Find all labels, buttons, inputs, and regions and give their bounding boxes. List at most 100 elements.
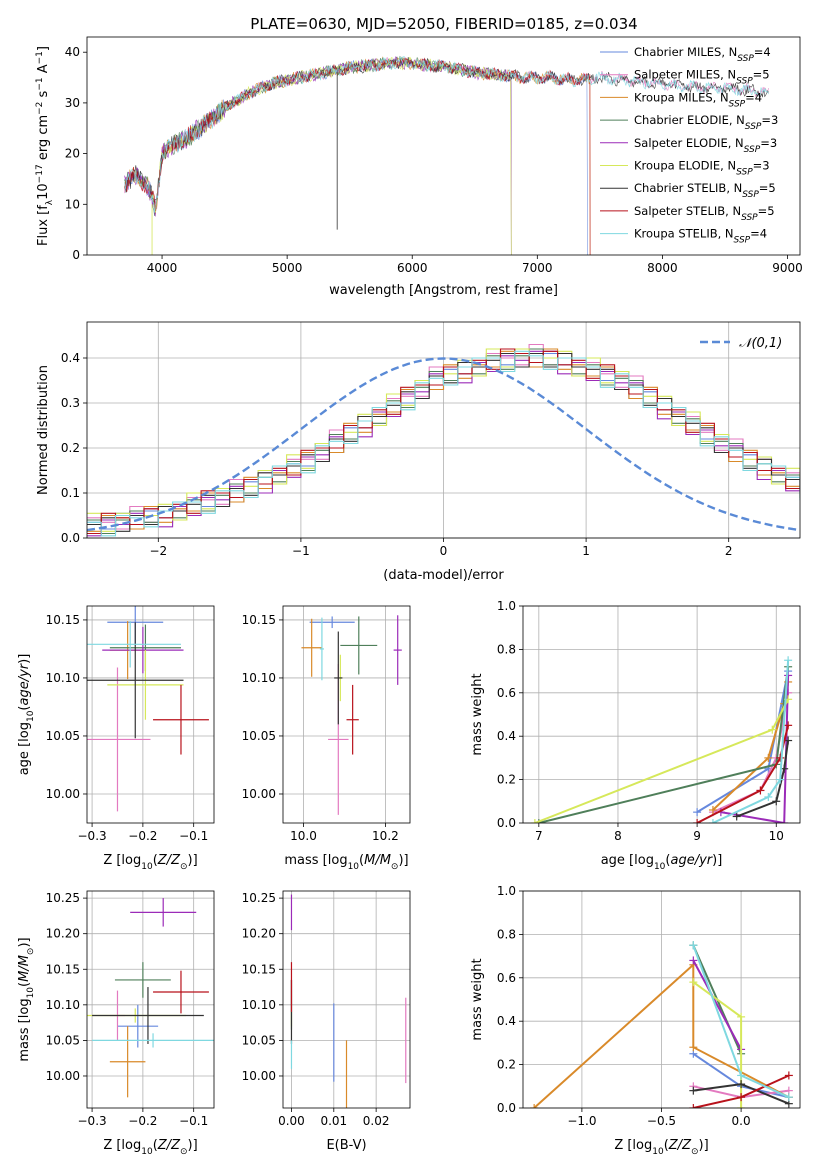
axes-frame	[522, 890, 801, 1109]
x-tick-label: 4000	[147, 261, 178, 275]
y-tick-label: 0.4	[61, 351, 80, 365]
label-part: Chabrier STELIB, N	[634, 181, 742, 195]
x-tick-label: −2	[149, 544, 167, 558]
axes: −0.3 −0.2 −0.1 10.00 10.05 10.10 10.15	[46, 605, 215, 843]
x-axis-label: age [log10(age/yr)]	[601, 853, 723, 872]
label-part: ⊙	[691, 1147, 699, 1157]
x-tick-label: 2	[725, 544, 733, 558]
x-tick-label: 0.02	[363, 1114, 390, 1128]
x-tick-label: 0.01	[320, 1114, 347, 1128]
axes: 4000 5000 6000 7000 8000 9000 0 10 20 30 40	[65, 36, 803, 275]
y-tick-label: 10.05	[46, 729, 80, 743]
grid	[87, 606, 214, 823]
weight-line	[720, 675, 790, 823]
spectrum-line	[149, 56, 512, 255]
spectrum-line	[124, 56, 512, 255]
label-part: −17	[35, 164, 45, 183]
x-axis-label: Z [log10(Z/Z⊙)]	[103, 1138, 197, 1157]
weight-line	[712, 660, 790, 823]
x-tick-label: −0.1	[179, 829, 208, 843]
x-tick-label: 8000	[647, 261, 678, 275]
label-part: =3	[761, 113, 778, 127]
x-tick-label: −0.1	[179, 1114, 208, 1128]
label-part: SSP	[729, 99, 746, 109]
label-part: SSP	[736, 168, 753, 178]
label-part: =4	[750, 227, 767, 241]
y-tick-label: 10.00	[46, 787, 80, 801]
label-part: (	[359, 853, 364, 868]
label-part: Z [log	[614, 1138, 652, 1153]
spectrum-line	[124, 57, 591, 255]
x-tick-label: 0	[440, 544, 448, 558]
y-tick-label: 0.0	[61, 531, 80, 545]
label-part: erg cm	[36, 115, 51, 164]
y-axis-label: Normed distribution	[36, 365, 51, 495]
y-axis-label: mass weight	[470, 958, 485, 1040]
label-part: 10	[141, 1147, 153, 1157]
label-part: )]	[17, 937, 32, 947]
label-part: SSP	[742, 190, 759, 200]
label-part: age [log	[17, 722, 32, 775]
axes: −1.0 −0.5 0.0 0.0 0.2 0.4 0.6 0.8 1.0	[497, 884, 801, 1128]
plot-area	[530, 941, 793, 1108]
weight-line	[692, 959, 742, 1050]
label-part: =4	[745, 90, 762, 104]
label-part: s	[36, 90, 51, 101]
axes-frame	[282, 605, 411, 824]
y-tick-label: 20	[65, 147, 80, 161]
weight-line	[712, 692, 790, 814]
label-part: age [log	[601, 853, 654, 868]
label-part: =5	[753, 68, 770, 82]
axes-frame	[522, 605, 801, 824]
label-part: SSP	[736, 77, 753, 87]
y-tick-label: 0.2	[497, 1058, 516, 1072]
label-part: )]	[712, 853, 722, 868]
x-tick-label: −0.2	[128, 829, 157, 843]
y-tick-label: 10.05	[242, 729, 276, 743]
y-tick-label: 0.6	[497, 971, 516, 985]
label-part: A	[36, 64, 51, 77]
spectrum-line	[124, 56, 769, 213]
label-part: Salpeter STELIB, N	[634, 204, 741, 218]
x-tick-label: −0.5	[647, 1114, 676, 1128]
label-part: Kroupa STELIB, N	[634, 227, 734, 241]
y-tick-label: 0.8	[497, 642, 516, 656]
y-tick-label: 10.25	[46, 891, 80, 905]
label-part: (	[17, 982, 32, 987]
x-tick-label: 0.0	[732, 1114, 751, 1128]
x-axis-label: E(B-V)	[326, 1138, 366, 1153]
label-part: age/yr	[17, 662, 32, 705]
y-tick-label: 1.0	[497, 884, 516, 898]
normal-curve	[87, 357, 800, 532]
label-part: SSP	[741, 213, 758, 223]
legend-label: Chabrier ELODIE, NSSP=3	[634, 113, 778, 132]
label-part: ]	[36, 46, 51, 51]
y-axis-label: mass [log10(M/M⊙)]	[17, 937, 36, 1061]
x-tick-label: 6000	[397, 261, 428, 275]
y-tick-label: 0.4	[497, 1014, 516, 1028]
x-tick-label: −1.0	[567, 1114, 596, 1128]
label-part: Salpeter ELODIE, N	[634, 136, 744, 150]
plot-area	[290, 894, 407, 1108]
plot-area	[530, 656, 793, 823]
label-part: Chabrier MILES, N	[634, 45, 737, 59]
label-part: SSP	[744, 145, 761, 155]
axes: 7 8 9 10 0.0 0.2 0.4 0.6 0.8 1.0	[497, 599, 801, 843]
y-tick-label: 0.3	[61, 396, 80, 410]
y-tick-label: 10.25	[242, 891, 276, 905]
x-axis-label: (data-model)/error	[383, 568, 504, 583]
y-tick-label: 10.00	[242, 787, 276, 801]
legend-label: Chabrier MILES, NSSP=4	[634, 45, 771, 64]
label-part: −1	[35, 51, 45, 64]
x-axis-label: mass [log10(M/M⊙)]	[284, 853, 408, 872]
histogram-steps	[87, 343, 800, 530]
label-part: 10	[36, 183, 51, 200]
y-tick-label: 10.10	[46, 671, 80, 685]
y-tick-label: 0.6	[497, 686, 516, 700]
y-tick-label: 40	[65, 45, 80, 59]
label-part: =5	[759, 181, 776, 195]
axes-frame	[86, 890, 215, 1109]
weight-line	[538, 666, 790, 823]
